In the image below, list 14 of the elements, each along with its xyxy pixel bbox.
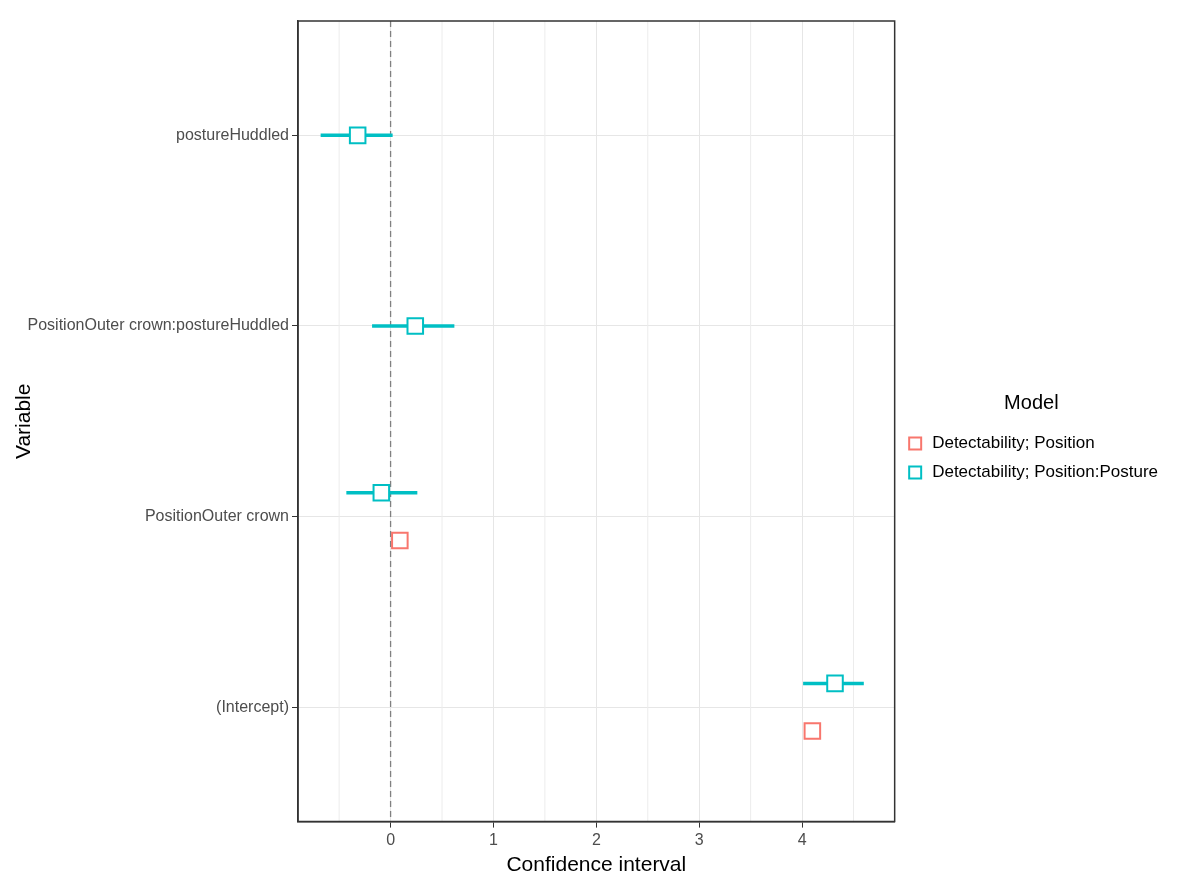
x-tick-label: 4 [797,830,807,848]
x-tick-label: 0 [386,830,396,848]
y-tick-label: postureHuddled [176,125,289,143]
y-tick-label: (Intercept) [216,697,289,715]
x-tick-label: 1 [489,830,499,848]
x-tick-label: 3 [694,830,704,848]
legend-label: Detectability; Position:Posture [932,462,1159,482]
y-tick-label: PositionOuter crown [144,507,289,525]
y-axis-title: Variable [11,383,35,460]
x-axis-title: Confidence interval [506,852,687,876]
y-tick-label: PositionOuter crown:postureHuddled [27,316,289,334]
legend-title: Model [1004,390,1059,413]
legend-label: Detectability; Position [932,433,1095,453]
x-tick-label: 2 [591,830,601,848]
